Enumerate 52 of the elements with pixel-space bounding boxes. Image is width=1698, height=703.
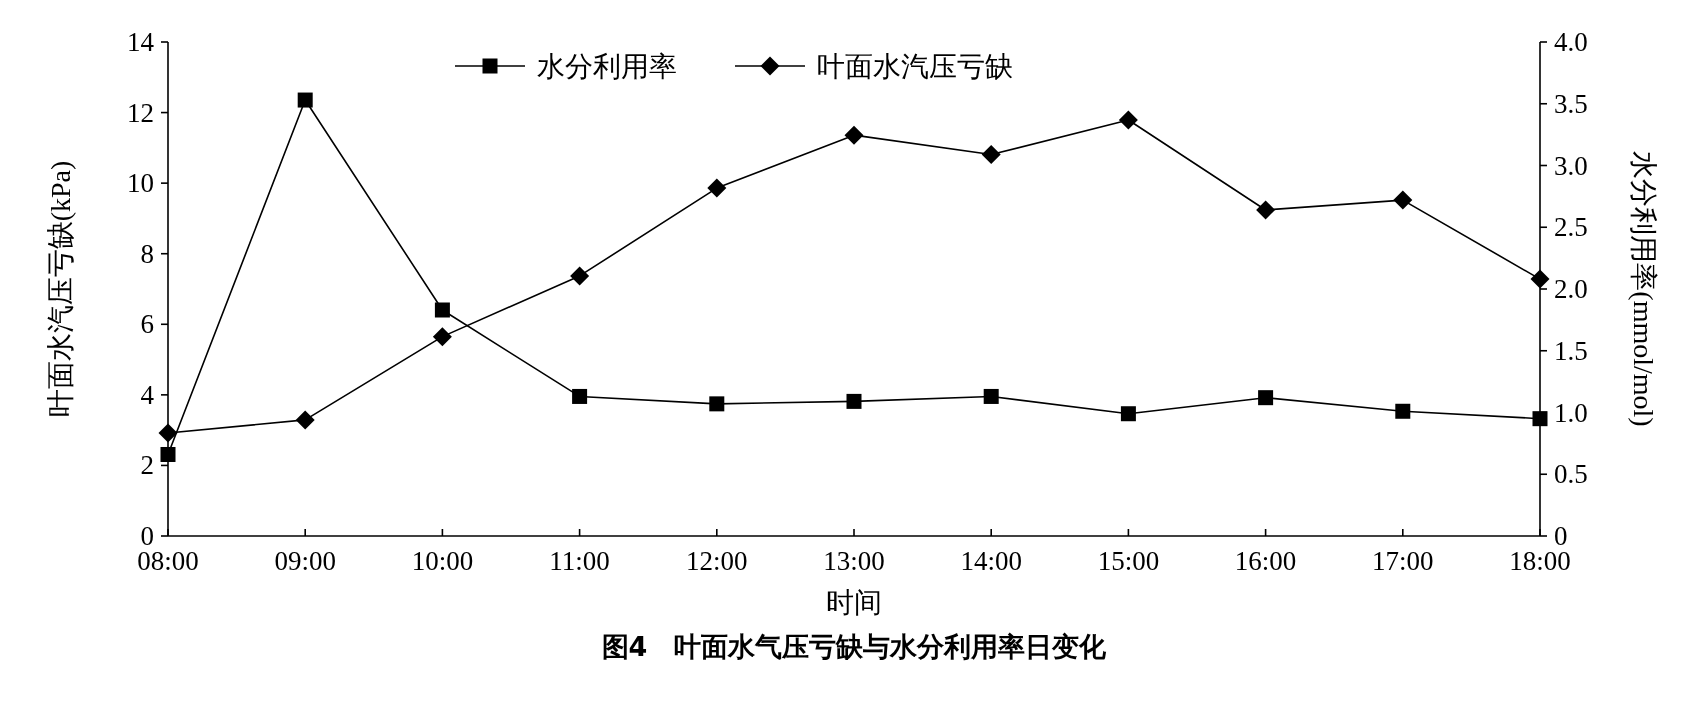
y-tick-label: 10	[127, 168, 154, 199]
y-tick-label: 2	[140, 450, 154, 481]
y-tick-label: 4	[140, 379, 155, 410]
text: 图4 叶面水气压亏缺与水分利用率日变化	[601, 631, 1108, 662]
x-tick-label: 15:00	[1097, 546, 1160, 576]
point	[570, 266, 590, 286]
y-tick-label: 8	[140, 238, 154, 269]
x-tick-label: 17:00	[1372, 546, 1434, 576]
point	[846, 393, 862, 409]
point	[434, 302, 450, 318]
y2-tick-label: 1.5	[1554, 335, 1588, 366]
point	[709, 396, 725, 412]
point	[1532, 411, 1548, 427]
point	[297, 92, 313, 108]
y-tick-label: 14	[127, 27, 155, 57]
y2-tick-label: 3.0	[1554, 150, 1588, 181]
x-tick-label: 16:00	[1234, 546, 1297, 576]
y2-tick-label: 4.0	[1554, 27, 1588, 57]
point	[1256, 200, 1276, 220]
x-tick-label: 10:00	[411, 546, 474, 576]
y2-tick-label: 2.0	[1554, 274, 1588, 304]
point	[844, 125, 864, 145]
x-tick-label: 11:00	[549, 546, 610, 576]
point	[983, 388, 999, 404]
point	[572, 388, 588, 404]
point	[1393, 190, 1413, 210]
x-tick-label: 12:00	[686, 546, 748, 576]
y-axis-title: 叶面水汽压亏缺(kPa)	[45, 160, 76, 418]
y-tick-label: 6	[140, 309, 154, 340]
y2-tick-label: 2.5	[1554, 212, 1588, 243]
point	[1258, 390, 1274, 406]
point	[432, 327, 452, 347]
x-tick-label: 09:00	[274, 546, 336, 576]
point	[1530, 269, 1550, 289]
point	[707, 178, 727, 198]
point	[1118, 110, 1138, 130]
x-tick-label: 13:00	[823, 546, 885, 576]
point	[295, 410, 315, 430]
point	[1120, 406, 1136, 422]
x-axis-title: 时间	[826, 587, 882, 618]
point	[160, 446, 176, 462]
legend-label: 水分利用率	[537, 51, 677, 82]
point	[981, 145, 1001, 165]
y2-tick-label: 0.5	[1554, 459, 1588, 490]
y-tick-label: 12	[127, 97, 154, 128]
y2-axis-title: 水分利用率(mmol/mol)	[1628, 151, 1659, 427]
legend-label: 叶面水汽压亏缺	[817, 51, 1013, 82]
x-tick-label: 14:00	[960, 546, 1022, 576]
y2-tick-label: 1.0	[1554, 397, 1588, 428]
point	[158, 423, 178, 443]
point	[1395, 403, 1411, 419]
y2-tick-label: 3.5	[1554, 88, 1588, 119]
